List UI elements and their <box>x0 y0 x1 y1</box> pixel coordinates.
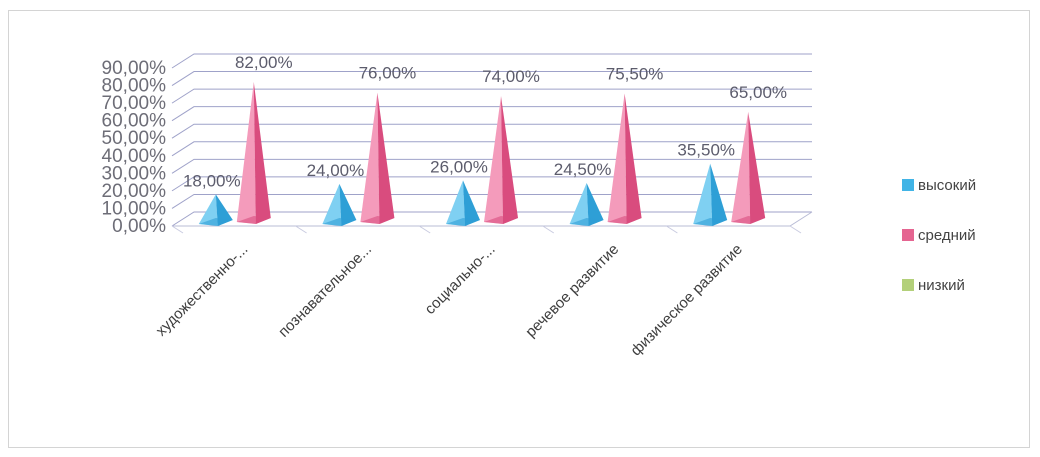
y-tick-label: 50,00% <box>102 128 167 149</box>
data-label: 75,50% <box>606 64 664 83</box>
legend-swatch <box>902 179 914 191</box>
legend: высокий средний низкий <box>902 177 976 294</box>
bar <box>322 183 357 226</box>
bar <box>569 182 604 226</box>
bar <box>731 111 766 224</box>
gridline <box>171 53 812 69</box>
y-axis: 0,00%10,00%20,00%30,00%40,00%50,00%60,00… <box>102 58 167 237</box>
data-label: 82,00% <box>235 53 293 72</box>
bar <box>446 180 480 226</box>
legend-swatch <box>902 279 914 291</box>
data-label: 24,00% <box>307 161 365 180</box>
y-tick-label: 80,00% <box>102 76 167 97</box>
gridline <box>171 71 812 86</box>
category-tick <box>418 225 431 234</box>
category-label: познавательное... <box>275 241 375 341</box>
chart-frame <box>8 10 1030 448</box>
bar <box>236 82 271 225</box>
gridline <box>171 123 812 139</box>
gridline <box>171 193 812 209</box>
y-tick-label: 60,00% <box>102 111 167 132</box>
gridline <box>171 211 812 227</box>
bars <box>198 82 766 226</box>
data-label: 74,00% <box>482 67 540 86</box>
gridline <box>171 141 812 157</box>
data-label: 76,00% <box>359 64 417 83</box>
category-tick <box>542 225 555 234</box>
y-tick-label: 90,00% <box>102 58 167 79</box>
gridline <box>171 106 812 122</box>
data-label: 18,00% <box>183 171 241 190</box>
category-tick <box>295 225 307 234</box>
data-label: 35,50% <box>677 141 735 160</box>
bar <box>198 194 233 226</box>
bar <box>607 93 642 224</box>
category-labels: художественно-... познавательное... социал… <box>153 241 746 359</box>
legend-item: низкий <box>902 277 965 294</box>
y-tick-label: 20,00% <box>102 181 167 202</box>
gridline <box>171 158 812 174</box>
gridlines <box>171 53 813 234</box>
bar <box>484 96 518 224</box>
category-label: речевое развитие <box>522 241 622 341</box>
y-tick-label: 40,00% <box>102 146 167 167</box>
category-tick <box>789 225 802 234</box>
gridline <box>171 176 812 192</box>
legend-item: высокий <box>902 177 976 194</box>
y-tick-label: 10,00% <box>102 198 167 219</box>
category-label: физическое развитие <box>627 241 745 359</box>
bar <box>693 163 728 226</box>
data-label: 26,00% <box>430 157 488 176</box>
data-label: 65,00% <box>729 83 787 102</box>
legend-label: низкий <box>918 277 965 294</box>
y-tick-label: 70,00% <box>102 93 167 114</box>
y-tick-label: 30,00% <box>102 163 167 184</box>
legend-label: средний <box>918 227 976 244</box>
y-tick-label: 0,00% <box>112 216 166 237</box>
gridline <box>171 88 812 104</box>
legend-label: высокий <box>918 177 976 194</box>
legend-item: средний <box>902 227 976 244</box>
category-tick <box>171 225 184 234</box>
legend-swatch <box>902 229 914 241</box>
category-label: социально-... <box>422 241 499 318</box>
category-tick <box>666 225 678 234</box>
data-labels: 18,00% 82,00% 24,00% 76,00% 26,00% 74,00% 24,5… <box>183 53 787 190</box>
bar <box>360 92 395 224</box>
category-label: художественно-... <box>153 241 252 340</box>
data-label: 24,50% <box>554 160 612 179</box>
